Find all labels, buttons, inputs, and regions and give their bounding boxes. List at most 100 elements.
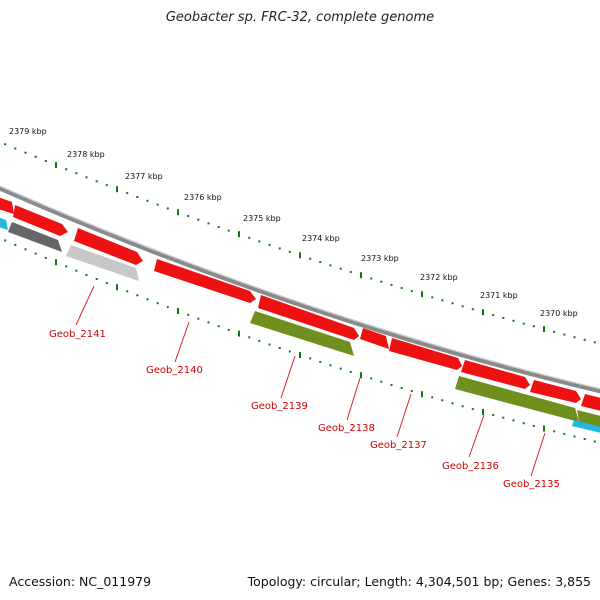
scale-tick	[360, 272, 362, 279]
gene-label-geob-2138[interactable]: Geob_2138	[318, 423, 375, 434]
scale-tick	[227, 229, 230, 232]
scale-label-2370: 2370 kbp	[540, 309, 578, 318]
scale-tick	[24, 248, 27, 251]
gene-feature[interactable]	[74, 228, 143, 265]
scale-tick	[258, 240, 261, 243]
scale-tick	[461, 305, 464, 308]
reverse-genes	[0, 216, 600, 434]
scale-tick	[309, 357, 312, 360]
scale-tick	[187, 313, 190, 316]
gene-feature[interactable]	[530, 380, 581, 403]
gene-feature[interactable]	[250, 311, 354, 356]
scale-tick	[217, 226, 220, 228]
scale-tick	[24, 151, 27, 154]
gene-feature[interactable]	[154, 259, 256, 303]
genome-backbone	[0, 185, 600, 394]
scale-tick	[593, 341, 596, 344]
scale-tick	[227, 328, 230, 331]
scale-tick	[482, 309, 484, 316]
scale-tick	[329, 264, 332, 267]
scale-tick	[451, 302, 454, 305]
scale-tick	[461, 405, 464, 408]
scale-tick	[390, 283, 393, 286]
scale-tick	[441, 299, 444, 302]
scale-tick	[543, 425, 545, 432]
scale-tick	[95, 278, 98, 280]
scale-tick	[299, 252, 301, 259]
gene-label-geob-2136[interactable]: Geob_2136	[442, 461, 499, 472]
gene-feature[interactable]	[572, 420, 600, 434]
scale-tick	[339, 267, 342, 270]
scale-label-2379: 2379 kbp	[9, 127, 47, 136]
accession-text: Accession: NC_011979	[9, 574, 152, 589]
scale-tick	[421, 391, 423, 398]
gene-feature[interactable]	[461, 360, 530, 389]
gene-feature[interactable]	[0, 196, 14, 214]
gene-labels: Geob_2141 Geob_2140 Geob_2139 Geob_2138 …	[49, 329, 560, 490]
scale-tick	[105, 184, 108, 187]
scale-tick	[156, 302, 159, 305]
scale-tick	[553, 330, 556, 333]
scale-tick	[217, 325, 220, 328]
scale-tick	[156, 203, 159, 206]
scale-tick	[421, 291, 423, 298]
scale-tick	[278, 347, 281, 349]
gene-label-geob-2139[interactable]: Geob_2139	[251, 401, 308, 412]
scale-tick	[34, 252, 37, 255]
scale-tick	[248, 236, 251, 239]
gene-feature[interactable]	[66, 245, 139, 281]
scale-tick	[410, 390, 413, 393]
scale-tick	[583, 438, 586, 440]
scale-tick	[268, 243, 271, 246]
gene-feature[interactable]	[0, 216, 8, 230]
scale-tick	[512, 319, 515, 322]
scale-ticks-outer	[4, 143, 596, 344]
gene-feature[interactable]	[258, 295, 359, 340]
scale-tick	[553, 430, 556, 433]
scale-tick	[502, 316, 505, 319]
scale-tick	[309, 257, 312, 260]
scale-tick	[400, 287, 403, 289]
scale-tick	[563, 333, 566, 336]
scale-tick	[543, 326, 545, 333]
gene-feature[interactable]	[455, 376, 579, 422]
gene-feature[interactable]	[360, 328, 389, 349]
scale-label-2375: 2375 kbp	[243, 214, 281, 223]
scale-tick	[278, 247, 281, 250]
scale-tick	[288, 250, 291, 253]
scale-tick	[85, 176, 88, 179]
gene-feature[interactable]	[577, 410, 600, 429]
scale-tick	[471, 408, 474, 411]
scale-tick	[116, 186, 118, 193]
scale-tick	[522, 422, 525, 425]
gene-feature[interactable]	[389, 338, 462, 370]
scale-label-2377: 2377 kbp	[125, 172, 163, 181]
gene-feature[interactable]	[581, 394, 600, 412]
scale-tick	[146, 298, 149, 301]
gene-feature[interactable]	[13, 205, 68, 236]
gene-label-geob-2141[interactable]: Geob_2141	[49, 329, 106, 340]
scale-tick	[105, 282, 108, 285]
scale-tick	[65, 168, 68, 171]
scale-tick	[4, 239, 7, 242]
scale-tick	[268, 343, 271, 346]
scale-tick	[126, 290, 129, 293]
scale-tick	[55, 162, 57, 169]
scale-label-2374: 2374 kbp	[302, 234, 340, 243]
gene-feature[interactable]	[8, 222, 62, 252]
gene-label-geob-2140[interactable]: Geob_2140	[146, 365, 203, 376]
scale-tick	[573, 435, 576, 438]
scale-tick	[593, 440, 596, 443]
scale-tick	[360, 372, 362, 379]
map-title: Geobacter sp. FRC-32, complete genome	[165, 10, 435, 25]
scale-tick	[349, 370, 352, 373]
gene-label-geob-2135[interactable]: Geob_2135	[503, 479, 560, 490]
scale-label-2376: 2376 kbp	[184, 193, 222, 202]
scale-tick	[95, 180, 98, 183]
scale-tick	[258, 339, 261, 342]
scale-tick	[34, 155, 37, 158]
scale-tick	[238, 231, 240, 238]
gene-label-geob-2137[interactable]: Geob_2137	[370, 440, 427, 451]
scale-tick	[441, 399, 444, 402]
scale-tick	[248, 336, 251, 339]
